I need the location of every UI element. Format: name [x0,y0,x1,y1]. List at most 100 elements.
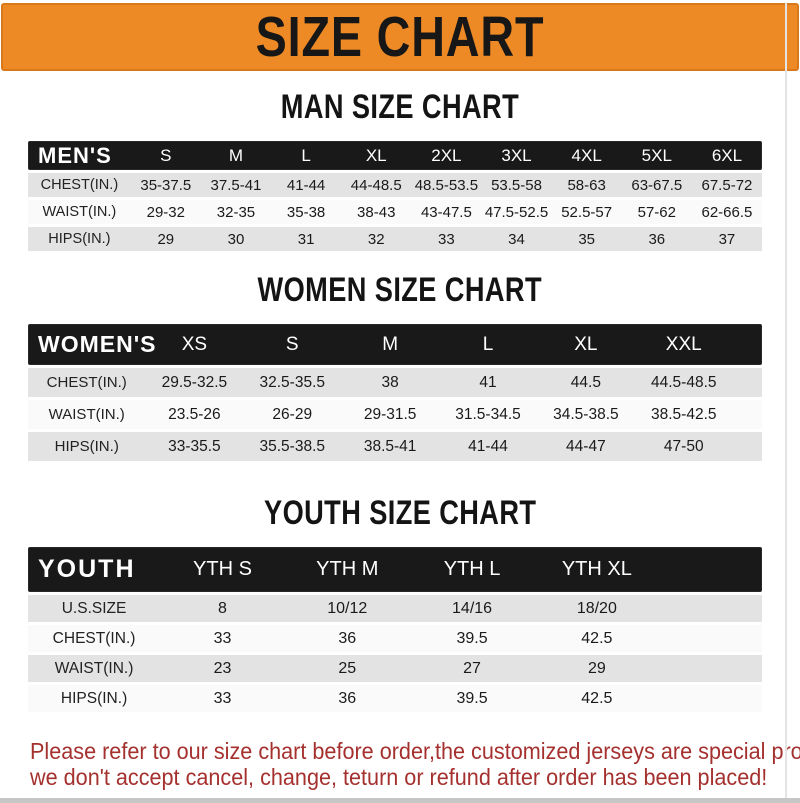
row-label: WAIST(IN.) [42,204,117,220]
row-label: WAIST(IN.) [54,659,134,677]
size-value: 33 [213,629,232,647]
row-label: HIPS(IN.) [48,231,111,247]
size-value: 41-44 [468,437,508,455]
size-value: 67.5-72 [701,176,753,194]
table-header-row: WOMEN'S XS S M L XL XXL [28,324,762,365]
size-value: 29 [587,659,606,677]
size-value: 27 [463,659,481,677]
size-value: 32.5-35.5 [259,373,326,391]
table-row: CHEST(IN.) 33 36 39.5 42.5 [28,625,762,652]
youth-section-heading-text: YOUTH SIZE CHART [263,494,537,532]
size-value: 38.5-42.5 [651,405,717,423]
table-row: WAIST(IN.) 29-32 32-35 35-38 38-43 43-47.5 47.… [28,200,762,224]
size-value: 33 [213,689,232,707]
size-value: 33 [438,230,455,248]
youth-size-table: YOUTH YTH S YTH M YTH L YTH XL U.S.SIZE 8 10/12… [28,547,762,712]
size-value: 36 [338,629,357,647]
row-label: CHEST(IN.) [40,177,119,193]
size-value: 35 [578,230,595,248]
size-value: 23 [213,659,232,677]
size-value: 35-37.5 [140,176,192,194]
size-column-header: M [382,333,399,355]
size-column-header: 6XL [711,145,743,165]
size-value: 10/12 [327,599,368,617]
size-value: 23.5-26 [168,405,221,423]
row-label: WAIST(IN.) [48,406,125,423]
size-column-header: YTH M [316,558,379,580]
size-value: 58-63 [567,176,606,194]
page-title: SIZE CHART [255,4,545,69]
size-value: 14/16 [452,599,493,617]
row-label: HIPS(IN.) [54,438,119,455]
youth-section-heading: YOUTH SIZE CHART [0,496,800,530]
size-value: 41 [479,373,497,391]
size-column-header: S [285,333,299,355]
size-value: 44-47 [566,437,606,455]
size-value: 26-29 [272,405,313,423]
size-value: 18/20 [576,599,617,617]
size-column-header: L [482,333,494,355]
size-value: 41-44 [286,176,326,194]
size-value: 35-38 [286,203,326,221]
row-label: CHEST(IN.) [52,629,136,647]
size-value: 39.5 [456,689,488,707]
size-column-header: 4XL [571,145,602,165]
size-value: 47.5-52.5 [484,203,549,221]
table-row: HIPS(IN.) 33-35.5 35.5-38.5 38.5-41 41-44 44-… [28,432,762,461]
order-notice-line2: we don't accept cancel, change, teturn o… [30,764,768,790]
row-label: U.S.SIZE [61,599,127,617]
table-row: U.S.SIZE 8 10/12 14/16 18/20 [28,595,762,622]
size-value: 8 [218,599,227,617]
size-value: 33-35.5 [168,437,221,455]
women-section-heading-text: WOMEN SIZE CHART [257,271,543,309]
table-header-row: YOUTH YTH S YTH M YTH L YTH XL [28,547,762,592]
table-row: HIPS(IN.) 33 36 39.5 42.5 [28,685,762,712]
size-value: 44.5-48.5 [651,373,717,391]
size-value: 31.5-34.5 [455,405,521,423]
table-row: CHEST(IN.) 35-37.5 37.5-41 41-44 44-48.5 48.5… [28,173,762,197]
size-value: 44-48.5 [350,176,402,194]
man-section-heading: MAN SIZE CHART [0,90,800,124]
size-value: 29-32 [146,203,185,221]
size-column-header: M [228,145,244,165]
size-value: 42.5 [581,629,613,647]
size-value: 62-66.5 [701,203,753,221]
table-title-cell: YOUTH [38,555,136,583]
table-row: CHEST(IN.) 29.5-32.5 32.5-35.5 38 41 44.5 44.5… [28,368,762,397]
size-value: 38-43 [357,203,396,221]
size-value: 34.5-38.5 [553,405,619,423]
size-value: 35.5-38.5 [259,437,326,455]
size-value: 32 [367,230,385,248]
size-column-header: YTH S [193,558,252,580]
size-column-header: 2XL [431,145,462,165]
size-column-header: 3XL [501,145,532,165]
size-column-header: L [301,145,311,165]
size-column-header: S [160,145,172,165]
size-value: 36 [338,689,357,707]
size-value: 52.5-57 [561,203,613,221]
size-column-header: XL [574,333,598,355]
man-section-heading-text: MAN SIZE CHART [280,88,520,126]
size-value: 63-67.5 [631,176,683,194]
size-value: 34 [508,230,525,248]
size-value: 38 [381,373,399,391]
man-size-table: MEN'S S M L XL 2XL 3XL 4XL 5XL 6XL CHEST(IN.) 35-37… [28,141,762,251]
size-value: 37.5-41 [210,176,262,194]
size-value: 29.5-32.5 [161,373,228,391]
size-value: 37 [718,230,736,248]
size-value: 42.5 [581,689,613,707]
size-value: 29-31.5 [363,405,417,423]
table-row: WAIST(IN.) 23.5-26 26-29 29-31.5 31.5-34.5 34… [28,400,762,429]
table-row: WAIST(IN.) 23 25 27 29 [28,655,762,682]
size-value: 44.5 [570,373,601,391]
order-notice-line1: Please refer to our size chart before or… [30,738,800,764]
size-column-header: XS [181,333,208,355]
women-size-table: WOMEN'S XS S M L XL XXL CHEST(IN.) 29.5-32.5 32.5… [28,324,762,461]
size-value: 57-62 [637,203,676,221]
size-value: 48.5-53.5 [414,176,479,194]
size-value: 32-35 [216,203,256,221]
size-value: 29 [157,230,175,248]
size-value: 36 [648,230,666,248]
size-column-header: YTH XL [561,558,632,580]
size-column-header: 5XL [641,145,672,165]
